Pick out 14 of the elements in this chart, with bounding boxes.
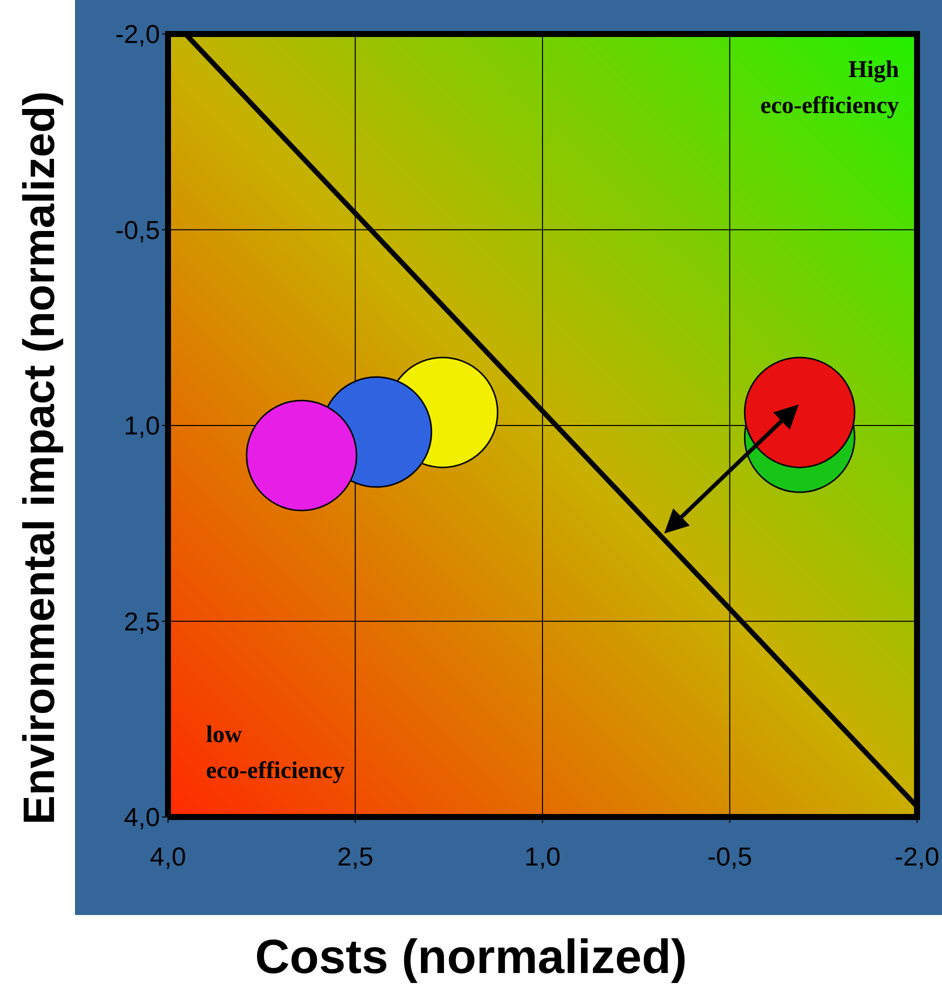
y-tick-label: -2,0 xyxy=(115,19,160,50)
x-tick-label: -0,5 xyxy=(707,841,752,872)
y-axis-title: Environmental impact (normalized) xyxy=(14,90,65,827)
y-tick-label: -0,5 xyxy=(115,214,160,245)
annotation: low eco-efficiency xyxy=(206,721,345,786)
x-axis-title: Costs (normalized) xyxy=(254,930,688,985)
x-tick-label: -2,0 xyxy=(894,841,940,872)
y-tick-label: 1,0 xyxy=(124,410,160,441)
x-tick-label: 4,0 xyxy=(150,841,186,872)
y-tick-label: 2,5 xyxy=(124,606,160,636)
x-tick-label: 1,0 xyxy=(524,841,561,872)
y-tick-label: 4,0 xyxy=(124,802,160,832)
annotation: High eco-efficiency xyxy=(760,56,899,121)
x-tick-label: 2,5 xyxy=(337,841,374,872)
